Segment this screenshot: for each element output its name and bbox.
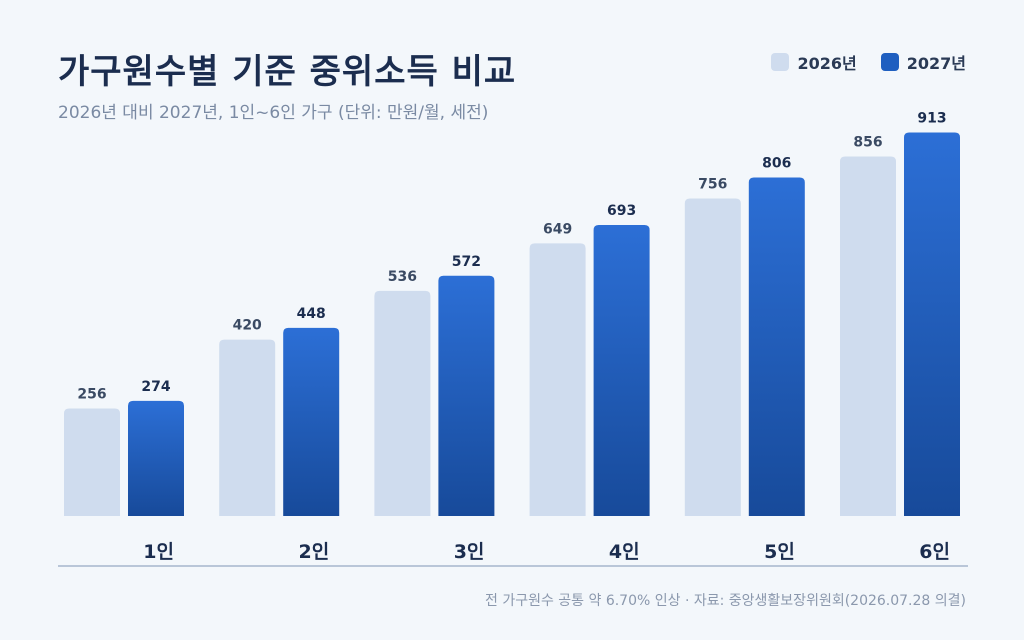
bar-2027-6인 <box>904 132 960 517</box>
legend-swatch-2027 <box>880 53 899 71</box>
bar-2027-1인 <box>128 400 184 516</box>
value-label-2027-6인: 913 <box>917 111 946 127</box>
value-label-2027-3인: 572 <box>452 254 481 270</box>
category-label-1인: 1인 <box>143 541 174 563</box>
value-label-2027-4인: 693 <box>607 203 636 219</box>
legend-label-2026: 2026년 <box>797 54 857 73</box>
footnote: 전 가구원수 공통 약 6.70% 인상 · 자료: 중앙생활보장위원회(202… <box>484 593 966 609</box>
value-label-2027-2인: 448 <box>297 306 326 322</box>
category-label-2인: 2인 <box>298 541 329 563</box>
legend: 2026년 2027년 <box>771 50 966 74</box>
value-label-2027-1인: 274 <box>141 379 170 395</box>
category-label-6인: 6인 <box>919 541 950 563</box>
bar-2026-4인 <box>529 243 586 517</box>
bar-2026-1인 <box>64 408 120 516</box>
bar-2026-2인 <box>219 339 276 516</box>
legend-item-2027: 2027년 <box>880 50 966 74</box>
category-label-3인: 3인 <box>454 541 485 563</box>
legend-label-2027: 2027년 <box>906 54 966 73</box>
category-label-4인: 4인 <box>609 541 640 563</box>
bar-2026-6인 <box>840 156 896 517</box>
chart-subtitle: 2026년 대비 2027년, 1인~6인 가구 (단위: 만원/월, 세전) <box>58 103 489 123</box>
bar-2026-5인 <box>684 198 741 517</box>
value-label-2026-2인: 420 <box>233 318 262 334</box>
value-label-2026-5인: 756 <box>698 176 727 192</box>
category-label-5인: 5인 <box>764 541 795 563</box>
value-label-2026-6인: 856 <box>853 134 882 150</box>
chart-title: 가구원수별 기준 중위소득 비교 <box>58 52 517 92</box>
legend-item-2026: 2026년 <box>771 50 857 74</box>
legend-swatch-2026 <box>771 53 790 71</box>
value-label-2026-4인: 649 <box>543 221 572 237</box>
value-label-2027-5인: 806 <box>762 155 791 171</box>
value-label-2026-1인: 256 <box>77 386 106 402</box>
bar-2027-3인 <box>438 275 495 516</box>
bar-2027-4인 <box>593 224 650 516</box>
value-label-2026-3인: 536 <box>388 269 417 285</box>
bar-2027-5인 <box>748 177 805 517</box>
bar-2027-2인 <box>283 327 340 516</box>
bar-2026-3인 <box>374 290 431 516</box>
